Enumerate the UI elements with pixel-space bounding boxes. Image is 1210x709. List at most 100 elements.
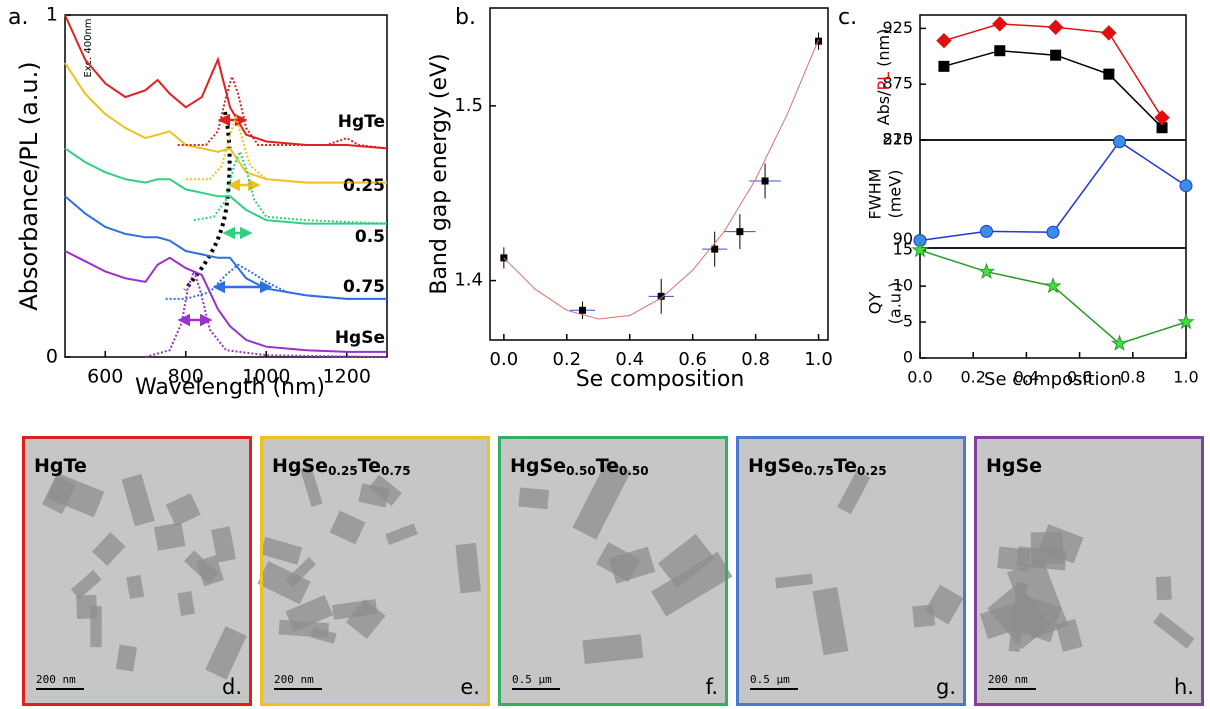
axis-frame: [919, 247, 1187, 359]
point: [815, 37, 823, 45]
crystal: [358, 483, 390, 508]
formula-part: 0.25: [328, 464, 358, 478]
y-axis-label: (meV): [886, 170, 905, 219]
marker: [1110, 334, 1129, 351]
series-line: [919, 249, 1187, 345]
y-tick-label: 1: [46, 4, 58, 26]
marker: [980, 224, 993, 238]
crystal: [837, 470, 871, 515]
x-tick-label: 1.0: [804, 349, 833, 370]
x-tick-label: 0.8: [1120, 368, 1145, 387]
formula-part: HgTe: [34, 455, 87, 477]
x-tick-label: 0.0: [907, 368, 932, 387]
point: [657, 292, 665, 300]
marker: [1047, 19, 1064, 35]
formula-part: 0.25: [857, 464, 887, 478]
marker: [992, 16, 1008, 32]
crystal: [1153, 612, 1195, 649]
y-axis-label-part: (nm): [874, 29, 893, 72]
y-tick-label: 1.4: [454, 270, 483, 291]
y-tick-label: 15: [893, 240, 913, 259]
x-tick-label: 1200: [323, 366, 371, 388]
series-line: [185, 114, 387, 184]
tem-border: [260, 436, 490, 706]
tem-image: HgTe 200 nm d.: [22, 436, 252, 706]
x-tick-label: 0.2: [552, 349, 581, 370]
x-tick-label: 0.0: [490, 349, 519, 370]
x-axis-label: Se composition: [984, 369, 1122, 390]
y-tick-label: 10: [893, 276, 913, 295]
marker: [1177, 313, 1195, 330]
point: [736, 228, 744, 236]
series-line: [919, 140, 1187, 242]
series-label: HgTe: [338, 112, 385, 132]
crystal: [177, 591, 195, 616]
tem-border: [736, 436, 966, 706]
series-line: [64, 14, 388, 150]
tem-image: HgSe0.50Te0.500.5 µm f.: [498, 436, 733, 706]
crystal: [1155, 576, 1172, 601]
crystal: [518, 487, 550, 510]
marker: [936, 32, 952, 49]
panel-label: a.: [8, 5, 28, 30]
marker: [1101, 25, 1117, 41]
panel-letter: h.: [1174, 675, 1194, 699]
crystal: [285, 594, 334, 632]
crystal: [997, 546, 1031, 572]
axis-frame: [919, 14, 1187, 141]
series-label: 0.75: [343, 277, 385, 297]
tem-background: [974, 436, 1204, 706]
crystal: [299, 465, 323, 507]
y-tick-label: 1.5: [454, 95, 483, 116]
y-axis-label: QY: [866, 292, 885, 315]
crystal: [92, 532, 126, 566]
series-line: [145, 268, 388, 358]
y-tick-label: 875: [882, 74, 913, 93]
x-tick-label: 0.6: [678, 349, 707, 370]
y-tick-label: 210: [882, 130, 913, 149]
tem-formula: HgSe0.50Te0.50: [510, 455, 649, 478]
y-tick-label: 925: [882, 18, 913, 37]
series-label: 0.5: [355, 227, 385, 247]
formula-part: Te: [834, 455, 857, 477]
tem-formula: HgSe0.75Te0.25: [748, 455, 887, 478]
x-tick-label: 0.4: [1014, 368, 1039, 387]
point: [711, 245, 719, 253]
crystal: [455, 542, 481, 594]
crystal: [385, 523, 418, 546]
tem-background: [736, 436, 966, 706]
crystal: [572, 459, 631, 540]
scale-bar-label: 0.5 µm: [512, 673, 552, 686]
panel-label: c.: [838, 5, 857, 30]
axis-frame: [489, 7, 829, 341]
annotation: Exc. 400nm: [83, 18, 94, 77]
marker: [911, 241, 929, 258]
x-tick-label: 0.4: [615, 349, 644, 370]
x-tick-label: 800: [168, 366, 204, 388]
y-axis-label: Abs/PL (nm): [874, 29, 893, 126]
crystal: [184, 550, 219, 584]
marker: [994, 45, 1006, 57]
marker: [1044, 277, 1062, 294]
scale-bar-label: 200 nm: [36, 673, 76, 686]
y-tick-label: 825: [882, 130, 913, 149]
marker: [938, 60, 950, 72]
decorations: [177, 111, 273, 327]
y-axis-label: FWHM: [866, 169, 885, 220]
formula-part: HgSe: [510, 455, 566, 477]
series-line: [943, 49, 1163, 129]
crystal: [42, 475, 77, 515]
formula-part: 0.75: [381, 464, 411, 478]
y-axis-label: Band gap energy (eV): [427, 53, 452, 294]
series-line: [943, 23, 1163, 119]
crystal: [285, 557, 316, 587]
series-label: HgSe: [335, 328, 385, 348]
tem-border: [974, 436, 1204, 706]
formula-part: HgSe: [748, 455, 804, 477]
series-line: [64, 62, 387, 184]
tem-border: [498, 436, 728, 706]
crystal: [70, 569, 102, 599]
formula-part: Te: [358, 455, 381, 477]
y-axis-label-part: Abs/: [874, 90, 893, 125]
